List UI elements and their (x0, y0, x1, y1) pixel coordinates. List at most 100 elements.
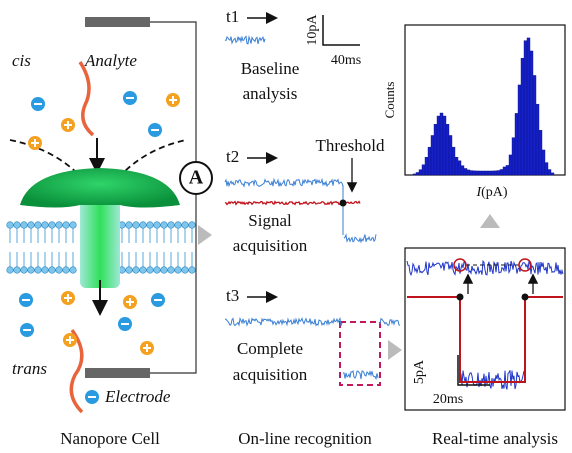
ammeter-label: A (189, 167, 204, 189)
current-trace (378, 317, 401, 326)
edge-point (456, 293, 464, 301)
histogram-bar (418, 169, 423, 176)
histogram-bar (433, 124, 438, 176)
histogram-bar (448, 135, 453, 176)
scale-current: 10pA (305, 14, 320, 46)
flow-arrow (198, 225, 212, 245)
time-label: t3 (226, 286, 239, 305)
lipid-head (181, 221, 189, 229)
lipid-head (69, 266, 77, 274)
caption: Nanopore Cell (60, 429, 160, 448)
threshold-label: Threshold (316, 136, 385, 155)
x-label-symbol: I (475, 185, 482, 200)
lipid-head (181, 266, 189, 274)
histogram-bar (538, 130, 543, 176)
histogram-bar (466, 169, 471, 176)
lipid-head (132, 221, 140, 229)
histogram-bar (463, 168, 468, 176)
histogram-bar (430, 135, 435, 176)
lipid-head (167, 266, 175, 274)
lipid-head (13, 266, 21, 274)
current-trace (224, 200, 361, 206)
scale-time: 20ms (433, 392, 463, 407)
step-label: acquisition (233, 365, 308, 384)
threshold-point (339, 199, 347, 207)
ions (19, 91, 180, 355)
lipid-head (41, 221, 49, 229)
lipid-head (160, 266, 168, 274)
histogram-bar (460, 165, 465, 176)
histogram-bar (529, 50, 534, 176)
histogram-bar (502, 166, 507, 176)
lipid-head (139, 266, 147, 274)
lipid-head (34, 266, 42, 274)
lipid-head (188, 221, 196, 229)
lipid-head (125, 266, 133, 274)
event-box (339, 321, 381, 386)
current-trace (343, 233, 377, 244)
lipid-head (174, 266, 182, 274)
histogram-bar (454, 157, 459, 176)
current-trace (224, 177, 344, 188)
lipid-head (20, 221, 28, 229)
histogram-bar (535, 103, 540, 176)
histogram-bar (517, 84, 522, 176)
time-label: t2 (226, 147, 239, 166)
histogram-bar (469, 170, 474, 176)
histogram-bar (484, 170, 489, 176)
histogram-bar (541, 149, 546, 176)
current-trace (342, 370, 379, 381)
lipid-head (174, 221, 182, 229)
scale-bar (322, 15, 360, 46)
wire (150, 21, 197, 374)
histogram-bar (508, 154, 513, 176)
flow-arrow (480, 214, 500, 228)
histogram-bar (520, 57, 525, 176)
nanopore-cell: A cis Analyte trans Electrode Nanopore C… (6, 17, 213, 448)
histogram-bar (439, 112, 444, 176)
scale-bar (457, 355, 490, 386)
y-label: Counts (382, 82, 397, 119)
step-label: acquisition (233, 236, 308, 255)
histogram-bar (427, 146, 432, 176)
scale-time: 40ms (331, 53, 361, 68)
x-label-unit: (pA) (481, 185, 508, 200)
histogram-bar (523, 40, 528, 176)
lipid-head (153, 266, 161, 274)
lipid-head (188, 266, 196, 274)
analyte-label: Analyte (84, 51, 137, 70)
histogram-bar (412, 173, 417, 176)
scale-current: 5pA (412, 359, 427, 384)
fit-line (407, 296, 563, 383)
histogram-bar (415, 172, 420, 176)
histogram-bar (424, 157, 429, 176)
ammeter (179, 161, 213, 195)
histogram-bar (526, 37, 531, 176)
pore-cap (20, 168, 180, 208)
histogram-bar (442, 115, 447, 176)
histogram-bar (445, 124, 450, 176)
lipid-head (55, 221, 63, 229)
histogram-bar (481, 170, 486, 176)
lipid-head (6, 266, 14, 274)
lipid-head (146, 266, 154, 274)
online-recognition: t1 10pA 40ms Baseline analysis t2 Thresh… (198, 7, 402, 448)
histogram-bar (436, 115, 441, 176)
step-label: Baseline (241, 59, 300, 78)
step-label: Complete (237, 339, 303, 358)
histogram-bar (511, 137, 516, 176)
caption: On-line recognition (238, 429, 372, 448)
lipid-head (6, 221, 14, 229)
trans-label: trans (12, 359, 47, 378)
lipid-head (125, 221, 133, 229)
histogram-bar (475, 170, 480, 176)
time-label: t1 (226, 7, 239, 26)
peak-marker (518, 258, 532, 272)
analyte-strand (78, 61, 95, 137)
histogram-bar (550, 172, 555, 176)
lipid-head (153, 221, 161, 229)
lipid-head (62, 266, 70, 274)
histogram-bar (505, 165, 510, 176)
peak-marker (453, 258, 467, 272)
step-label: analysis (243, 84, 298, 103)
